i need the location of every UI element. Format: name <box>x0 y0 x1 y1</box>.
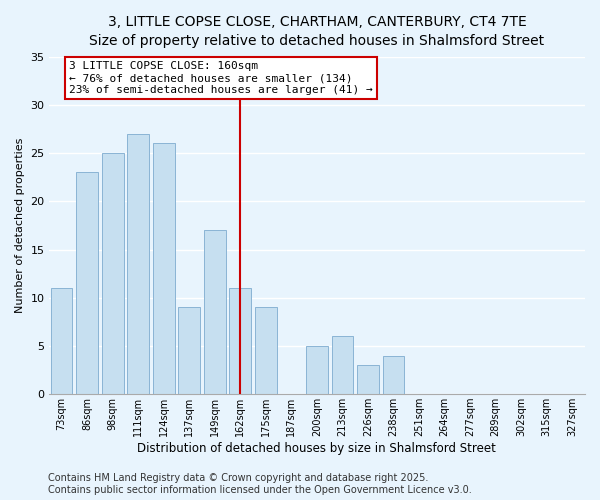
Bar <box>51 288 73 394</box>
Bar <box>204 230 226 394</box>
Bar <box>255 308 277 394</box>
X-axis label: Distribution of detached houses by size in Shalmsford Street: Distribution of detached houses by size … <box>137 442 496 455</box>
Bar <box>383 356 404 394</box>
Bar <box>76 172 98 394</box>
Bar <box>357 365 379 394</box>
Bar <box>127 134 149 394</box>
Y-axis label: Number of detached properties: Number of detached properties <box>15 138 25 313</box>
Bar <box>229 288 251 394</box>
Text: 3 LITTLE COPSE CLOSE: 160sqm
← 76% of detached houses are smaller (134)
23% of s: 3 LITTLE COPSE CLOSE: 160sqm ← 76% of de… <box>69 62 373 94</box>
Bar <box>153 144 175 394</box>
Bar <box>332 336 353 394</box>
Bar <box>178 308 200 394</box>
Text: Contains HM Land Registry data © Crown copyright and database right 2025.
Contai: Contains HM Land Registry data © Crown c… <box>48 474 472 495</box>
Bar <box>102 153 124 394</box>
Bar <box>306 346 328 394</box>
Title: 3, LITTLE COPSE CLOSE, CHARTHAM, CANTERBURY, CT4 7TE
Size of property relative t: 3, LITTLE COPSE CLOSE, CHARTHAM, CANTERB… <box>89 15 544 48</box>
